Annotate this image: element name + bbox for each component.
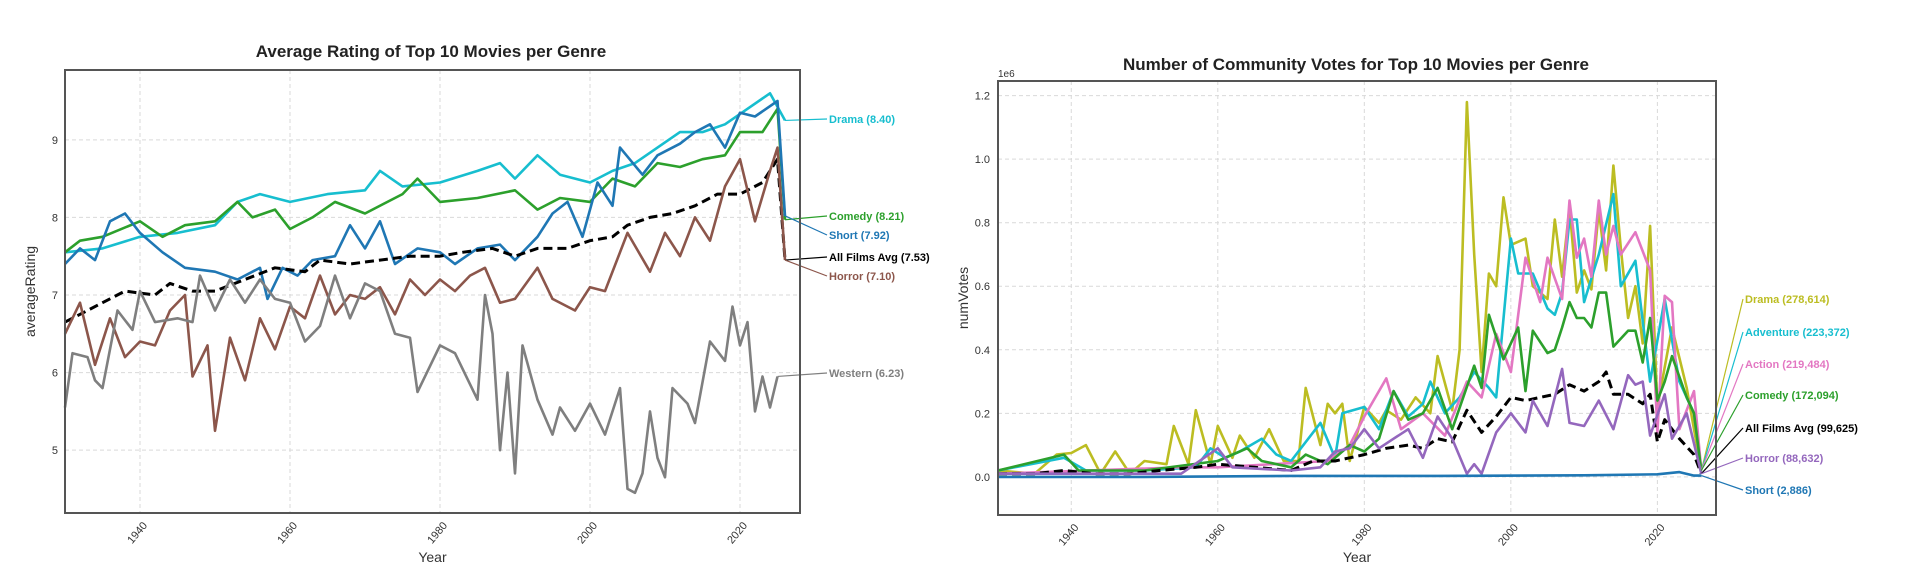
chart-1: Average Rating of Top 10 Movies per Genr… <box>22 42 930 565</box>
y-tick-label: 0.0 <box>975 472 990 484</box>
y-offset-label: 1e6 <box>998 69 1015 80</box>
series-line-horror <box>998 367 1703 476</box>
y-tick-label: 0.2 <box>975 408 990 420</box>
chart-title: Average Rating of Top 10 Movies per Genr… <box>256 42 606 61</box>
x-axis-label: Year <box>418 549 447 565</box>
y-tick-label: 1.2 <box>975 91 990 103</box>
series-line-action <box>997 199 1703 475</box>
x-tick-label: 1980 <box>425 520 450 546</box>
plot-frame <box>64 69 801 514</box>
series-label: Horror (88,632) <box>1745 453 1824 465</box>
label-leader-line <box>1701 457 1744 475</box>
plot-frame <box>997 80 1717 516</box>
y-axis-label: averageRating <box>22 246 38 337</box>
series-line-drama <box>64 92 787 254</box>
y-tick-label: 9 <box>52 135 58 147</box>
series-line-all-films-avg <box>64 157 787 324</box>
label-leader-line <box>784 256 828 261</box>
series-line-short <box>64 99 787 301</box>
series-label: Short (2,886) <box>1745 485 1812 497</box>
y-tick-label: 0.8 <box>975 218 990 230</box>
y-tick-label: 1.0 <box>975 154 990 166</box>
y-tick-label: 5 <box>52 445 58 457</box>
label-leader-line <box>1700 331 1744 471</box>
label-leader-line <box>1700 363 1744 471</box>
series-label: Drama (278,614) <box>1745 294 1830 306</box>
label-leader-line <box>1700 394 1744 471</box>
y-tick-label: 7 <box>52 290 58 302</box>
series-line-short <box>998 470 1702 479</box>
label-leader-line <box>784 118 828 122</box>
x-tick-label: 2000 <box>1496 522 1521 548</box>
series-line-comedy <box>997 291 1703 472</box>
label-leader-line <box>1701 475 1744 491</box>
series-label: Adventure (223,372) <box>1745 327 1850 339</box>
series-line-western <box>63 274 779 495</box>
y-tick-label: 6 <box>52 368 58 380</box>
x-tick-label: 1940 <box>125 520 150 546</box>
series-line-horror <box>63 146 787 433</box>
series-label: Horror (7.10) <box>829 271 895 283</box>
chart-2: Number of Community Votes for Top 10 Mov… <box>955 55 1858 565</box>
series-label: Short (7.92) <box>829 230 890 242</box>
series-label: Comedy (8.21) <box>829 211 905 223</box>
x-axis-label: Year <box>1343 549 1372 565</box>
x-tick-label: 1960 <box>275 520 300 546</box>
x-tick-label: 2020 <box>1643 522 1668 548</box>
series-label: All Films Avg (99,625) <box>1745 423 1858 435</box>
chart-title: Number of Community Votes for Top 10 Mov… <box>1123 55 1589 74</box>
x-tick-label: 1940 <box>1057 522 1082 548</box>
label-leader-line <box>784 215 828 236</box>
series-label: Western (6.23) <box>829 368 904 380</box>
y-tick-label: 0.4 <box>975 345 990 357</box>
series-label: Drama (8.40) <box>829 114 895 126</box>
series-line-all-films-avg <box>998 370 1703 476</box>
label-leader-line <box>1700 298 1744 471</box>
x-tick-label: 2000 <box>575 520 600 546</box>
x-tick-label: 1980 <box>1350 522 1375 548</box>
label-leader-line <box>1700 427 1744 475</box>
series-line-comedy <box>64 107 787 254</box>
x-tick-label: 1960 <box>1203 522 1228 548</box>
y-tick-label: 8 <box>52 212 58 224</box>
y-axis-label: numVotes <box>955 267 971 329</box>
y-tick-label: 0.6 <box>975 281 990 293</box>
label-leader-line <box>784 259 828 277</box>
label-leader-line <box>777 372 828 378</box>
series-line-drama <box>997 100 1703 476</box>
series-label: Comedy (172,094) <box>1745 390 1839 402</box>
series-label: All Films Avg (7.53) <box>829 252 930 264</box>
series-label: Action (219,484) <box>1745 359 1830 371</box>
x-tick-label: 2020 <box>725 520 750 546</box>
